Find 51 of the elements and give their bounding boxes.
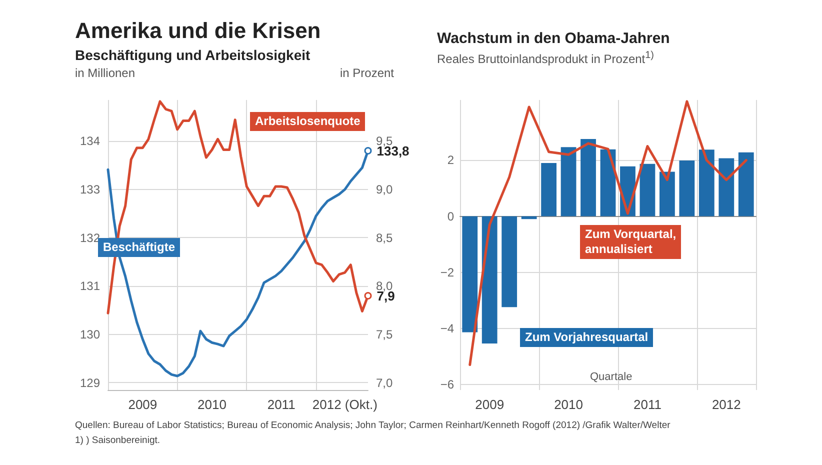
x-tick-label: 2010 xyxy=(554,397,583,412)
text: Zum Vorjahresquartal xyxy=(520,328,654,347)
bar xyxy=(718,158,734,216)
y-tick-label: 133 xyxy=(80,182,100,196)
bar xyxy=(660,172,675,216)
y-tick-label: −2 xyxy=(440,265,454,280)
y-axis-title: in Millionen xyxy=(75,66,136,80)
x-axis-title: Quartale xyxy=(590,371,632,383)
bar xyxy=(580,138,596,216)
series-label: Arbeitslosenquote xyxy=(250,112,366,131)
x-tick-label: 2009 xyxy=(128,397,158,412)
bar xyxy=(521,216,537,220)
y2-tick-label: 8,5 xyxy=(376,230,394,245)
y-tick-label: 131 xyxy=(80,279,100,294)
chart-subtitle: Beschäftigung und Arbeitslosigkeit xyxy=(75,47,310,63)
chart-title: Amerika und die Krisen xyxy=(75,18,321,44)
y-tick-label: 2 xyxy=(447,153,454,168)
y-tick-label: 129 xyxy=(80,376,100,390)
bar xyxy=(640,164,656,216)
bar xyxy=(600,149,616,216)
x-tick-label: 2011 xyxy=(267,397,296,412)
text: Zum Vorquartal, annualisiert xyxy=(580,225,682,259)
y2-axis-title: in Prozent xyxy=(340,66,394,80)
bar xyxy=(541,163,556,216)
y2-tick-label: 7,0 xyxy=(376,376,394,390)
y2-tick-label: 9,0 xyxy=(376,182,394,196)
bar xyxy=(679,160,695,216)
x-tick-label: 2010 xyxy=(198,397,226,412)
y-tick-label: −4 xyxy=(440,321,454,336)
source-note: Quellen: Bureau of Labor Statistics; Bureau of Economic Analysis; John Taylor; Carmen Reinhart/Kenneth Rogoff (2012) /Grafik Walter/Welter xyxy=(75,420,670,431)
text: 1) ) Saisonbereinigt. xyxy=(75,435,160,446)
x-tick-label: 2009 xyxy=(475,397,504,412)
bar xyxy=(462,216,478,332)
bar xyxy=(482,216,498,344)
bar xyxy=(738,152,754,216)
bar xyxy=(560,147,576,216)
bar xyxy=(698,150,714,216)
bar xyxy=(502,216,518,308)
y-tick-label: −6 xyxy=(440,377,454,392)
series-label: Beschäftigte xyxy=(103,240,176,254)
chart-subtitle: Reales Bruttoinlandsprodukt in Prozent$^{1)}$ xyxy=(437,50,654,66)
y-tick-label: 130 xyxy=(80,327,100,342)
y-tick-label: 134 xyxy=(80,134,100,148)
y-tick-label: 132 xyxy=(80,230,100,245)
x-tick-label: 2012 xyxy=(712,397,741,412)
line-series xyxy=(468,100,748,366)
y2-tick-label: 7,5 xyxy=(376,327,394,342)
x-tick-label: 2011 xyxy=(633,397,662,412)
y-tick-label: 0 xyxy=(447,209,454,224)
chart-title: Wachstum in den Obama-Jahren xyxy=(437,30,670,47)
x-tick-label: 2012 (Okt.) xyxy=(312,397,378,412)
